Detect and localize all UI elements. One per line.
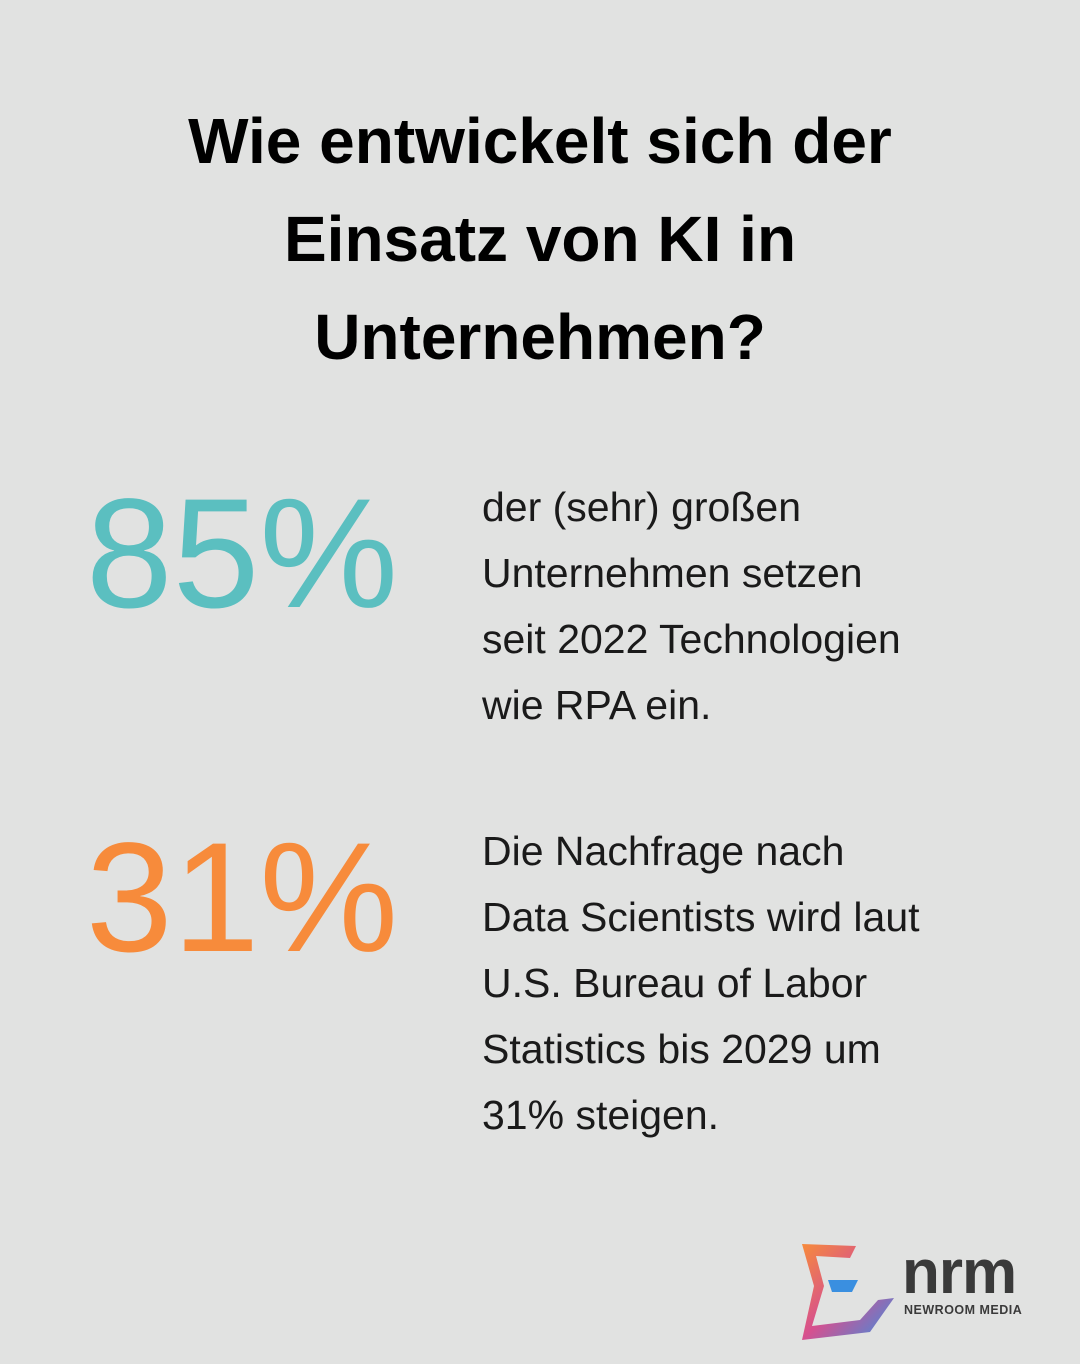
title: Wie entwickelt sich der Einsatz von KI in… <box>0 92 1080 386</box>
stat-value: 31% <box>85 811 399 985</box>
title-line: Unternehmen? <box>314 301 766 373</box>
logo-subtitle: NEWROOM MEDIA <box>904 1303 1023 1317</box>
description-line: U.S. Bureau of Labor <box>482 960 868 1006</box>
logo: nrm NEWROOM MEDIA <box>798 1240 1048 1340</box>
title-line: Einsatz von KI in <box>283 203 797 275</box>
stat-value: 85% <box>85 467 399 641</box>
logo-name: nrm <box>902 1238 1017 1307</box>
stat-description: Die Nachfrage nach Data Scientists wird l… <box>482 818 920 1148</box>
description-line: der (sehr) großen <box>482 484 802 530</box>
description-line: 31% steigen. <box>482 1092 720 1138</box>
description-line: Statistics bis 2029 um <box>482 1026 881 1072</box>
description-line: Data Scientists wird laut <box>482 894 920 940</box>
title-line: Wie entwickelt sich der <box>188 105 892 177</box>
logo-icon <box>802 1244 894 1340</box>
stat-description: der (sehr) großen Unternehmen setzen seit … <box>482 474 901 738</box>
description-line: seit 2022 Technologien <box>482 616 901 662</box>
description-line: Die Nachfrage nach <box>482 828 845 874</box>
description-line: Unternehmen setzen <box>482 550 863 596</box>
description-line: wie RPA ein. <box>482 682 712 728</box>
